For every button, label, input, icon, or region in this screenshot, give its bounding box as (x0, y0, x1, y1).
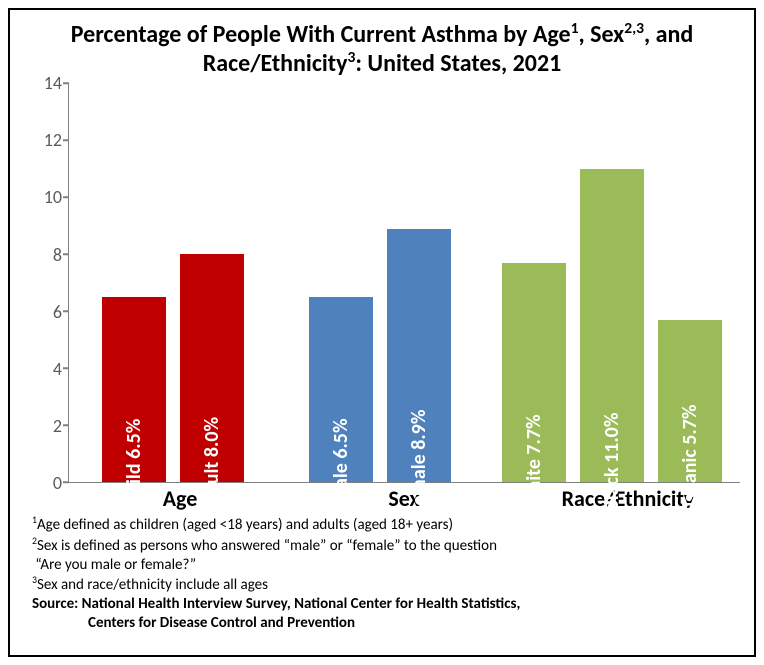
title-part4: : United States, 2021 (355, 49, 561, 78)
y-tick-mark (63, 82, 69, 84)
y-tick-label: 8 (53, 244, 62, 266)
bar: Male 6.5% (309, 297, 373, 482)
y-tick-mark (63, 481, 69, 483)
bar: White 7.7% (502, 263, 566, 482)
y-tick-label: 0 (53, 472, 62, 494)
title-part1: Percentage of People With Current Asthma… (71, 20, 571, 49)
chart-container: Percentage of People With Current Asthma… (8, 8, 756, 657)
x-axis-label: Age (68, 483, 292, 512)
bar-group: Male 6.5%Female 8.9% (277, 83, 485, 482)
bar-label: Hispanic 5.7% (678, 405, 702, 520)
bar: Hispanic 5.7% (658, 320, 722, 482)
y-tick-label: 14 (44, 72, 62, 94)
bar-label: Female 8.9% (407, 410, 431, 515)
fn2-text: Sex is defined as persons who answered “… (37, 537, 497, 555)
source-line1: Source: National Health Interview Survey… (32, 595, 740, 614)
fn3-text: Sex and race/ethnicity include all ages (37, 576, 268, 594)
bar-label: Adult 8.0% (200, 417, 224, 507)
bar: Female 8.9% (387, 229, 451, 483)
y-tick-label: 12 (44, 129, 62, 151)
chart-title: Percentage of People With Current Asthma… (24, 20, 740, 77)
footnote-2a: 2Sex is defined as persons who answered … (32, 535, 740, 556)
bar-label: Child 6.5% (122, 419, 146, 506)
y-tick-mark (63, 367, 69, 369)
bar-group: Child 6.5%Adult 8.0% (69, 83, 277, 482)
title-sup1: 1 (571, 19, 579, 38)
y-tick-label: 6 (53, 301, 62, 323)
y-tick-label: 2 (53, 415, 62, 437)
title-sup2: 2,3 (624, 19, 644, 38)
bar-groups: Child 6.5%Adult 8.0%Male 6.5%Female 8.9%… (69, 83, 740, 482)
y-tick-mark (63, 424, 69, 426)
plot-area: Child 6.5%Adult 8.0%Male 6.5%Female 8.9%… (68, 83, 740, 483)
y-tick-mark (63, 196, 69, 198)
y-axis: 02468101214 (24, 83, 68, 483)
plot-wrap: 02468101214 Child 6.5%Adult 8.0%Male 6.5… (24, 83, 740, 483)
x-axis-label: Sex (292, 483, 516, 512)
x-axis-labels: AgeSexRace/Ethnicity (68, 483, 740, 512)
bar-label: Male 6.5% (329, 419, 353, 506)
bar-label: Black 11.0% (600, 413, 624, 512)
y-tick-mark (63, 310, 69, 312)
x-axis-label: Race/Ethnicity (516, 483, 740, 512)
bar: Child 6.5% (102, 297, 166, 482)
y-tick-mark (63, 253, 69, 255)
footnote-3: 3Sex and race/ethnicity include all ages (32, 574, 740, 595)
y-tick-label: 10 (44, 186, 62, 208)
bar-group: White 7.7%Black 11.0%Hispanic 5.7% (484, 83, 740, 482)
footnote-1: 1Age defined as children (aged <18 years… (32, 514, 740, 535)
bar: Black 11.0% (580, 169, 644, 483)
fn1-text: Age defined as children (aged <18 years)… (37, 516, 453, 534)
title-part2: , Sex (579, 20, 625, 49)
y-tick-mark (63, 139, 69, 141)
bar-label: White 7.7% (522, 415, 546, 510)
y-tick-label: 4 (53, 358, 62, 380)
source-line2: Centers for Disease Control and Preventi… (32, 614, 740, 633)
bar: Adult 8.0% (180, 254, 244, 482)
footnotes: 1Age defined as children (aged <18 years… (32, 514, 740, 633)
footnote-2b: “Are you male or female?” (32, 556, 740, 575)
